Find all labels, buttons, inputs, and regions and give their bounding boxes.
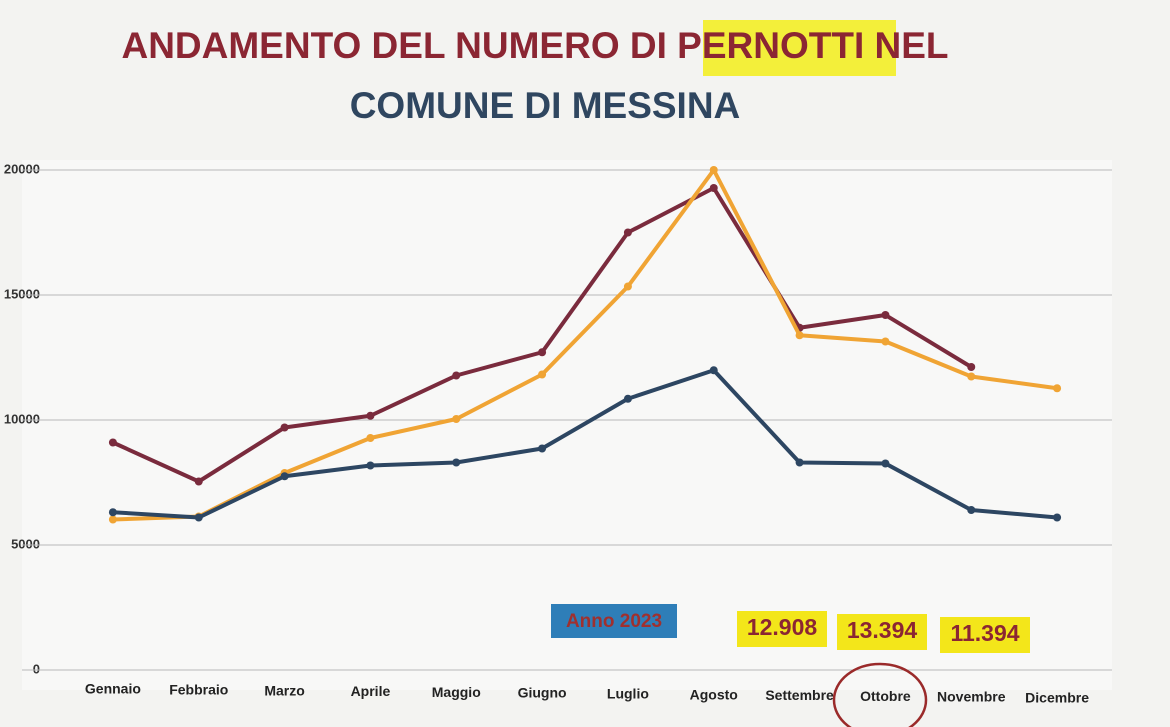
- data-point: [366, 434, 375, 442]
- x-tick-label: Maggio: [432, 684, 481, 700]
- annotation: 13.394: [847, 617, 918, 643]
- data-point: [366, 411, 375, 420]
- annotation: 11.394: [950, 620, 1019, 646]
- data-point: [538, 370, 547, 379]
- x-tick-label: Luglio: [607, 686, 649, 702]
- y-tick-label: 15000: [4, 286, 40, 301]
- data-point: [108, 508, 117, 517]
- chart-title: ANDAMENTO DEL NUMERO DI PERNOTTI NEL: [121, 25, 948, 66]
- data-point: [280, 423, 289, 432]
- data-point: [366, 461, 375, 470]
- x-tick-label: Giugno: [518, 685, 567, 701]
- data-point: [538, 348, 547, 357]
- plot-area: [22, 160, 1112, 690]
- y-tick-label: 0: [33, 661, 40, 676]
- plot: 0 5000 10000 15000 20000 Gennaio Febbraio Marzo…: [4, 161, 1112, 706]
- x-tick-label: Aprile: [351, 683, 391, 699]
- data-point: [194, 513, 203, 522]
- data-point: [795, 458, 804, 467]
- data-point: [623, 282, 632, 291]
- data-point: [881, 311, 890, 319]
- data-point: [108, 438, 117, 447]
- x-tick-label: Dicembre: [1025, 690, 1089, 706]
- x-tick-label: Febbraio: [169, 682, 228, 698]
- data-point: [452, 458, 461, 467]
- title-highlight: [703, 20, 896, 76]
- annotation: 12.908: [747, 614, 818, 640]
- data-point: [1053, 513, 1062, 522]
- y-tick-label: 10000: [4, 411, 40, 426]
- data-point: [967, 363, 976, 371]
- x-tick-label: Settembre: [765, 687, 834, 703]
- x-tick-label: Gennaio: [85, 681, 141, 697]
- series-line: [112, 368, 1058, 520]
- chart-subtitle: COMUNE DI MESSINA: [350, 85, 741, 126]
- y-tick-label: 5000: [11, 536, 40, 551]
- annotation-box: [551, 604, 677, 638]
- annotation: Anno 2023: [566, 611, 662, 632]
- y-tick-label: 20000: [4, 161, 40, 176]
- data-point: [967, 506, 976, 514]
- annotation-box: [737, 611, 827, 647]
- data-point: [709, 366, 718, 375]
- data-point: [881, 337, 890, 346]
- x-tick-label: Novembre: [937, 689, 1006, 705]
- data-point: [623, 394, 632, 403]
- data-point: [967, 372, 976, 381]
- x-tick-label: Ottobre: [860, 688, 911, 704]
- x-tick-label: Marzo: [264, 682, 304, 698]
- data-point: [623, 228, 632, 237]
- annotation-box: [837, 614, 927, 650]
- x-tick-label: Agosto: [690, 686, 738, 702]
- data-point: [795, 331, 804, 340]
- data-point: [452, 415, 461, 423]
- data-point: [881, 459, 890, 468]
- data-point: [538, 444, 547, 453]
- data-point: [452, 371, 461, 380]
- data-point: [709, 184, 718, 192]
- series-line: [112, 168, 1058, 522]
- highlight-circle: [832, 662, 928, 727]
- annotation-box: [940, 617, 1030, 653]
- data-point: [108, 515, 117, 524]
- data-point: [280, 472, 289, 481]
- data-point: [194, 477, 203, 486]
- data-point: [709, 166, 718, 174]
- data-point: [1053, 384, 1062, 393]
